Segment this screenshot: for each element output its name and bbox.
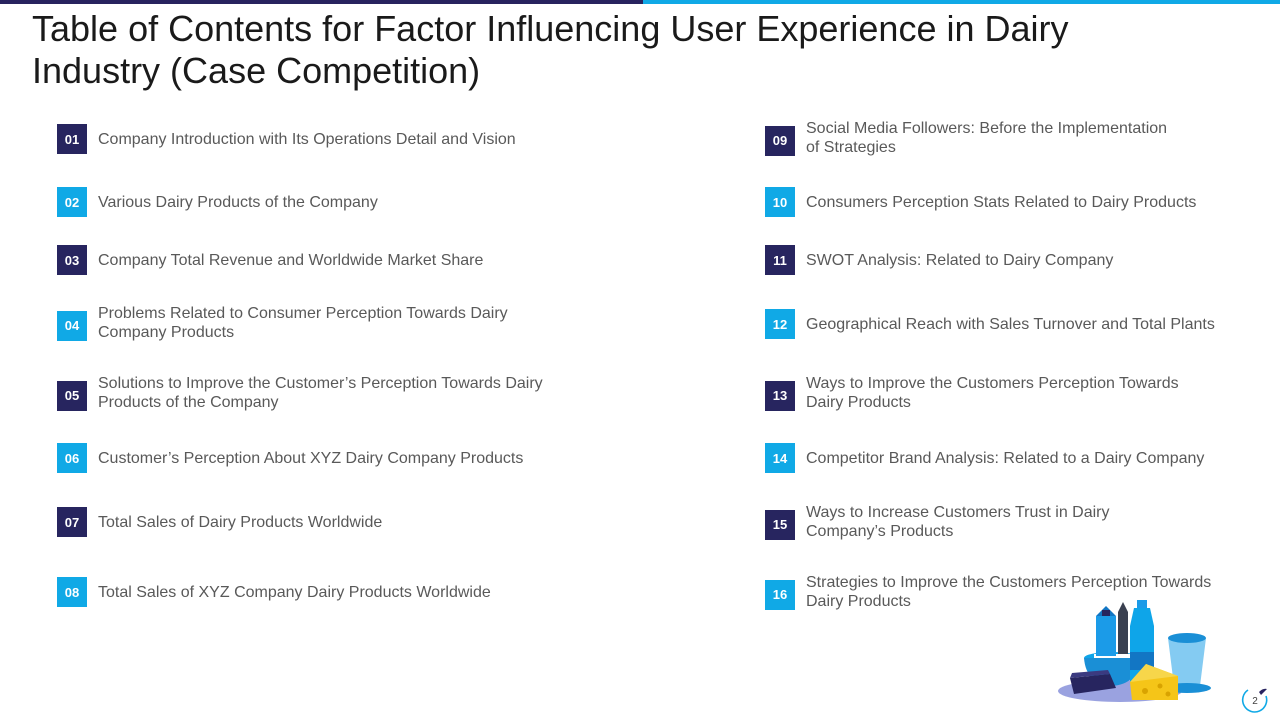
toc-item-04[interactable]: 04 Problems Related to Consumer Percepti… <box>57 304 518 342</box>
toc-item-03[interactable]: 03 Company Total Revenue and Worldwide M… <box>57 245 618 275</box>
toc-number-badge: 13 <box>765 380 795 411</box>
top-accent-bar-light <box>643 0 1280 4</box>
toc-item-label: Problems Related to Consumer Perception … <box>98 305 508 341</box>
toc-item-01[interactable]: 01 Company Introduction with Its Operati… <box>57 124 618 154</box>
toc-item-label: Total Sales of Dairy Products Worldwide <box>98 513 383 531</box>
page-number-logo-icon <box>1241 688 1268 713</box>
toc-item-13[interactable]: 13 Ways to Improve the Customers Percept… <box>765 374 1206 412</box>
toc-item-11[interactable]: 11 SWOT Analysis: Related to Dairy Compa… <box>765 245 1266 275</box>
toc-item-label: Ways to Improve the Customers Perception… <box>806 375 1179 411</box>
toc-item-label: Total Sales of XYZ Company Dairy Product… <box>98 583 491 601</box>
toc-number-badge: 03 <box>57 245 87 275</box>
toc-number-badge: 16 <box>765 579 795 610</box>
toc-item-16[interactable]: 16 Strategies to Improve the Customers P… <box>765 573 1226 611</box>
toc-item-label: Social Media Followers: Before the Imple… <box>806 120 1168 156</box>
toc-number-badge: 05 <box>57 380 87 411</box>
toc-item-07[interactable]: 07 Total Sales of Dairy Products Worldwi… <box>57 507 618 537</box>
toc-number-badge: 09 <box>765 125 795 156</box>
toc-number-badge: 12 <box>765 309 795 339</box>
toc-item-label: SWOT Analysis: Related to Dairy Company <box>806 251 1114 269</box>
toc-item-09[interactable]: 09 Social Media Followers: Before the Im… <box>765 119 1181 157</box>
toc-item-label: Solutions to Improve the Customer’s Perc… <box>98 375 543 411</box>
toc-number-badge: 10 <box>765 187 795 217</box>
top-accent-bar-dark <box>0 0 643 4</box>
toc-item-12[interactable]: 12 Geographical Reach with Sales Turnove… <box>765 309 1276 339</box>
toc-number-badge: 11 <box>765 245 795 275</box>
toc-number-badge: 07 <box>57 507 87 537</box>
toc-number-badge: 08 <box>57 577 87 607</box>
toc-number-badge: 01 <box>57 124 87 154</box>
toc-item-label: Customer’s Perception About XYZ Dairy Co… <box>98 449 524 467</box>
toc-item-15[interactable]: 15 Ways to Increase Customers Trust in D… <box>765 503 1136 541</box>
toc-number-badge: 04 <box>57 310 87 341</box>
toc-item-label: Company Introduction with Its Operations… <box>98 130 516 148</box>
toc-item-label: Competitor Brand Analysis: Related to a … <box>806 449 1205 467</box>
toc-item-02[interactable]: 02 Various Dairy Products of the Company <box>57 187 618 217</box>
toc-item-08[interactable]: 08 Total Sales of XYZ Company Dairy Prod… <box>57 577 618 607</box>
toc-item-label: Various Dairy Products of the Company <box>98 193 378 211</box>
toc-item-10[interactable]: 10 Consumers Perception Stats Related to… <box>765 187 1266 217</box>
toc-item-label: Strategies to Improve the Customers Perc… <box>806 574 1212 610</box>
toc-number-badge: 02 <box>57 187 87 217</box>
toc-item-label: Geographical Reach with Sales Turnover a… <box>806 315 1215 333</box>
toc-item-label: Consumers Perception Stats Related to Da… <box>806 193 1197 211</box>
toc-item-06[interactable]: 06 Customer’s Perception About XYZ Dairy… <box>57 443 618 473</box>
page-number: 2 <box>1252 695 1258 707</box>
dairy-products-illustration-icon <box>1058 600 1211 702</box>
toc-item-14[interactable]: 14 Competitor Brand Analysis: Related to… <box>765 443 1266 473</box>
toc-number-badge: 14 <box>765 443 795 473</box>
toc-number-badge: 06 <box>57 443 87 473</box>
slide-title: Table of Contents for Factor Influencing… <box>32 8 1069 91</box>
toc-item-label: Company Total Revenue and Worldwide Mark… <box>98 251 484 269</box>
toc-number-badge: 15 <box>765 509 795 540</box>
toc-item-label: Ways to Increase Customers Trust in Dair… <box>806 504 1110 540</box>
toc-item-05[interactable]: 05 Solutions to Improve the Customer’s P… <box>57 374 553 412</box>
